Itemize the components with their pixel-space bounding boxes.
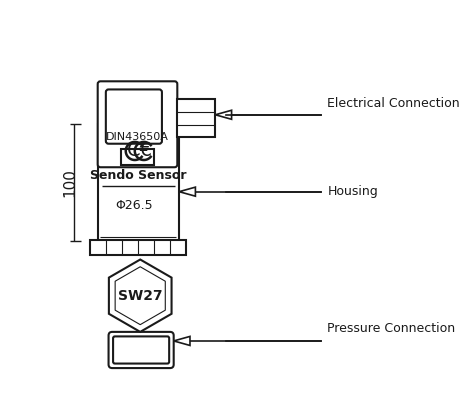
- Text: Electrical Connection: Electrical Connection: [328, 98, 460, 110]
- Bar: [98, 124, 179, 242]
- Bar: [177, 100, 215, 137]
- FancyBboxPatch shape: [113, 337, 169, 364]
- Polygon shape: [173, 337, 190, 345]
- Text: Pressure Connection: Pressure Connection: [328, 322, 456, 335]
- Text: C€: C€: [127, 142, 153, 161]
- FancyBboxPatch shape: [98, 81, 177, 167]
- Text: 100: 100: [62, 168, 77, 197]
- Text: Sendo Sensor: Sendo Sensor: [90, 169, 187, 182]
- Text: Φ26.5: Φ26.5: [115, 199, 153, 212]
- Polygon shape: [215, 110, 232, 119]
- FancyBboxPatch shape: [106, 90, 162, 144]
- Text: DIN43650A: DIN43650A: [106, 132, 169, 142]
- FancyBboxPatch shape: [109, 332, 173, 368]
- Bar: [91, 239, 186, 255]
- Bar: [121, 149, 154, 166]
- Polygon shape: [179, 187, 195, 196]
- Text: Housing: Housing: [328, 185, 378, 198]
- Polygon shape: [115, 267, 165, 325]
- Polygon shape: [109, 259, 172, 332]
- Text: SW27: SW27: [118, 289, 163, 303]
